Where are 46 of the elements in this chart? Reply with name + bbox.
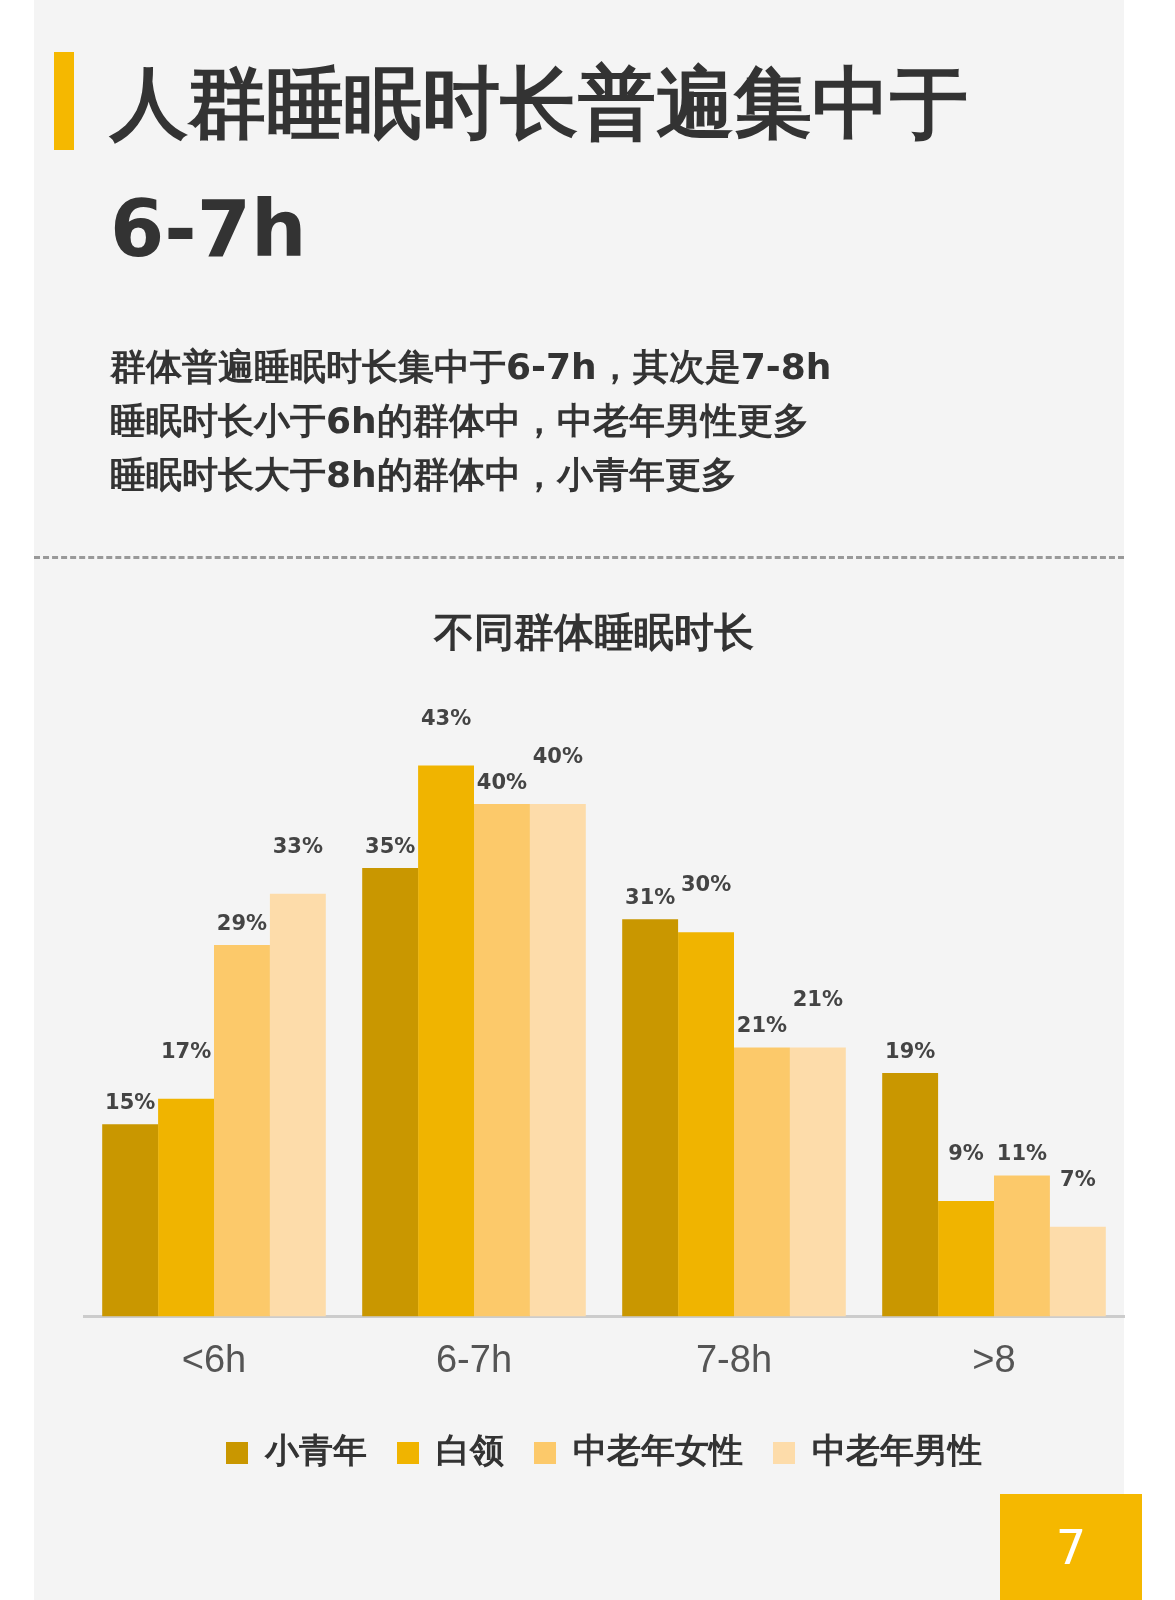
- bar: [882, 1073, 939, 1317]
- bar: [474, 804, 530, 1317]
- data-label: 40%: [476, 770, 528, 794]
- text: 睡眠时长小于6h的群体中，中老年男性更多: [110, 399, 810, 443]
- data-label: 21%: [792, 987, 843, 1012]
- data-label: 29%: [216, 910, 268, 935]
- x-tick-label: >8: [972, 1337, 1016, 1380]
- data-label: 30%: [680, 872, 732, 897]
- bar: [362, 868, 419, 1317]
- bar: [994, 1175, 1050, 1317]
- x-tick-label: 6-7h: [435, 1337, 513, 1380]
- data-label: 17%: [160, 1038, 212, 1063]
- data-label: 9%: [948, 1141, 984, 1166]
- legend-label: 中老年女性: [573, 1431, 743, 1470]
- bar: [102, 1124, 159, 1317]
- bar: [269, 893, 326, 1317]
- x-tick-label: 7-8h: [695, 1337, 773, 1380]
- chart-title: 人群睡眠时长普遍集中于6-7h: [110, 57, 969, 276]
- bar: [1049, 1226, 1106, 1317]
- bar: [214, 944, 270, 1317]
- data-label: 19%: [885, 1038, 936, 1063]
- bar: [158, 1098, 214, 1317]
- bar: [622, 919, 679, 1317]
- data-label: 15%: [105, 1090, 156, 1115]
- legend-label: 白领: [436, 1431, 504, 1470]
- data-label: 40%: [532, 744, 583, 768]
- x-tick-label: <6h: [181, 1337, 247, 1380]
- data-label: 31%: [625, 885, 676, 910]
- bar: [678, 932, 734, 1317]
- legend-label: 中老年男性: [812, 1431, 982, 1470]
- bar: [789, 1047, 846, 1317]
- data-label: 11%: [996, 1141, 1048, 1166]
- text: 群体普遍睡眠时长集中于6-7h，其次是7-8h: [110, 345, 832, 389]
- data-label: 7%: [1060, 1166, 1096, 1191]
- data-label: 35%: [365, 834, 416, 859]
- text: 不同群体睡眠时长: [432, 608, 755, 657]
- bar: [529, 804, 586, 1317]
- data-label: 43%: [420, 705, 472, 730]
- legend-label: 小青年: [264, 1431, 367, 1470]
- bar: [938, 1201, 994, 1317]
- data-label: 21%: [736, 1013, 788, 1038]
- bar: [734, 1047, 790, 1317]
- text: 睡眠时长大于8h的群体中，小青年更多: [110, 453, 738, 497]
- bar: [418, 765, 474, 1317]
- text: 7: [1000, 1494, 1142, 1600]
- data-label: 33%: [272, 833, 323, 858]
